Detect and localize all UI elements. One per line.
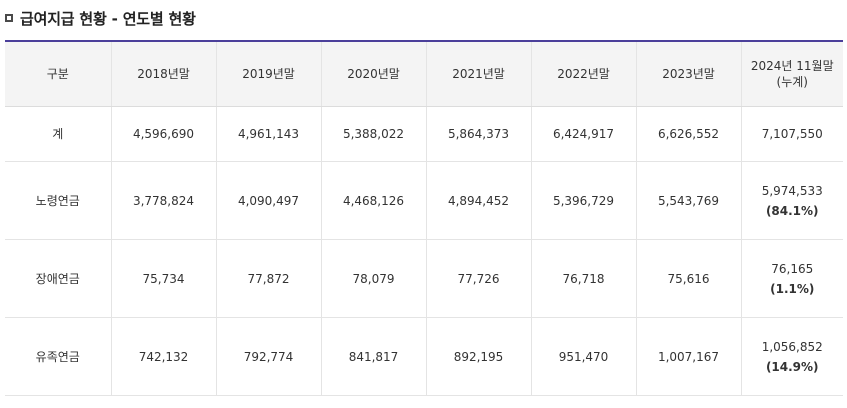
table-cell: 5,388,022 bbox=[320, 106, 426, 162]
share-percent: (14.9%) bbox=[765, 359, 819, 374]
table-cell: 75,616 bbox=[635, 239, 741, 318]
table-cell: 951,470 bbox=[530, 317, 636, 396]
table-cell-latest: 7,107,550 bbox=[740, 106, 843, 162]
latest-value: 1,056,852 bbox=[761, 339, 823, 354]
row-label: 계 bbox=[5, 106, 111, 162]
row-label: 노령연금 bbox=[5, 161, 111, 240]
section-title: 급여지급 현황 - 연도별 현황 bbox=[20, 9, 196, 28]
header-2024: 2024년 11월말 (누계) bbox=[740, 41, 843, 107]
table-row-old-age-pension: 노령연금 3,778,824 4,090,497 4,468,126 4,894… bbox=[5, 161, 843, 240]
table-cell-latest: 5,974,533 (84.1%) bbox=[740, 161, 843, 240]
table-cell: 1,007,167 bbox=[635, 317, 741, 396]
table-cell: 76,718 bbox=[530, 239, 636, 318]
table-cell: 77,726 bbox=[425, 239, 531, 318]
header-2024-note: (누계) bbox=[776, 75, 808, 89]
header-2021: 2021년말 bbox=[425, 41, 531, 107]
table-cell: 3,778,824 bbox=[110, 161, 216, 240]
header-2024-label: 2024년 11월말 bbox=[750, 59, 834, 73]
table-cell: 5,396,729 bbox=[530, 161, 636, 240]
table-cell-latest: 1,056,852 (14.9%) bbox=[740, 317, 843, 396]
table-header-row: 구분 2018년말 2019년말 2020년말 2021년말 2022년말 20… bbox=[5, 41, 843, 107]
pension-payment-table: 구분 2018년말 2019년말 2020년말 2021년말 2022년말 20… bbox=[5, 40, 843, 396]
table-cell: 792,774 bbox=[215, 317, 321, 396]
table-cell: 841,817 bbox=[320, 317, 426, 396]
header-2018: 2018년말 bbox=[110, 41, 216, 107]
table-row-survivor-pension: 유족연금 742,132 792,774 841,817 892,195 951… bbox=[5, 317, 843, 396]
square-bullet-icon bbox=[5, 14, 13, 22]
share-percent: (84.1%) bbox=[765, 203, 819, 218]
table-cell-latest: 76,165 (1.1%) bbox=[740, 239, 843, 318]
latest-value: 76,165 bbox=[771, 261, 814, 276]
table-cell: 5,543,769 bbox=[635, 161, 741, 240]
table-cell: 6,626,552 bbox=[635, 106, 741, 162]
table-row-disability-pension: 장애연금 75,734 77,872 78,079 77,726 76,718 … bbox=[5, 239, 843, 318]
table-cell: 892,195 bbox=[425, 317, 531, 396]
table-cell: 4,894,452 bbox=[425, 161, 531, 240]
table-cell: 6,424,917 bbox=[530, 106, 636, 162]
share-percent: (1.1%) bbox=[770, 281, 815, 296]
section-heading: 급여지급 현황 - 연도별 현황 bbox=[4, 6, 196, 30]
table-cell: 78,079 bbox=[320, 239, 426, 318]
table-row-total: 계 4,596,690 4,961,143 5,388,022 5,864,37… bbox=[5, 106, 843, 162]
table-cell: 4,596,690 bbox=[110, 106, 216, 162]
table-cell: 4,090,497 bbox=[215, 161, 321, 240]
table-cell: 4,961,143 bbox=[215, 106, 321, 162]
table-cell: 742,132 bbox=[110, 317, 216, 396]
header-2019: 2019년말 bbox=[215, 41, 321, 107]
header-2022: 2022년말 bbox=[530, 41, 636, 107]
header-2023: 2023년말 bbox=[635, 41, 741, 107]
table-cell: 75,734 bbox=[110, 239, 216, 318]
header-2020: 2020년말 bbox=[320, 41, 426, 107]
table-cell: 4,468,126 bbox=[320, 161, 426, 240]
latest-value: 5,974,533 bbox=[761, 183, 823, 198]
table-cell: 5,864,373 bbox=[425, 106, 531, 162]
row-label: 장애연금 bbox=[5, 239, 111, 318]
row-label: 유족연금 bbox=[5, 317, 111, 396]
table-cell: 77,872 bbox=[215, 239, 321, 318]
header-category: 구분 bbox=[5, 41, 111, 107]
